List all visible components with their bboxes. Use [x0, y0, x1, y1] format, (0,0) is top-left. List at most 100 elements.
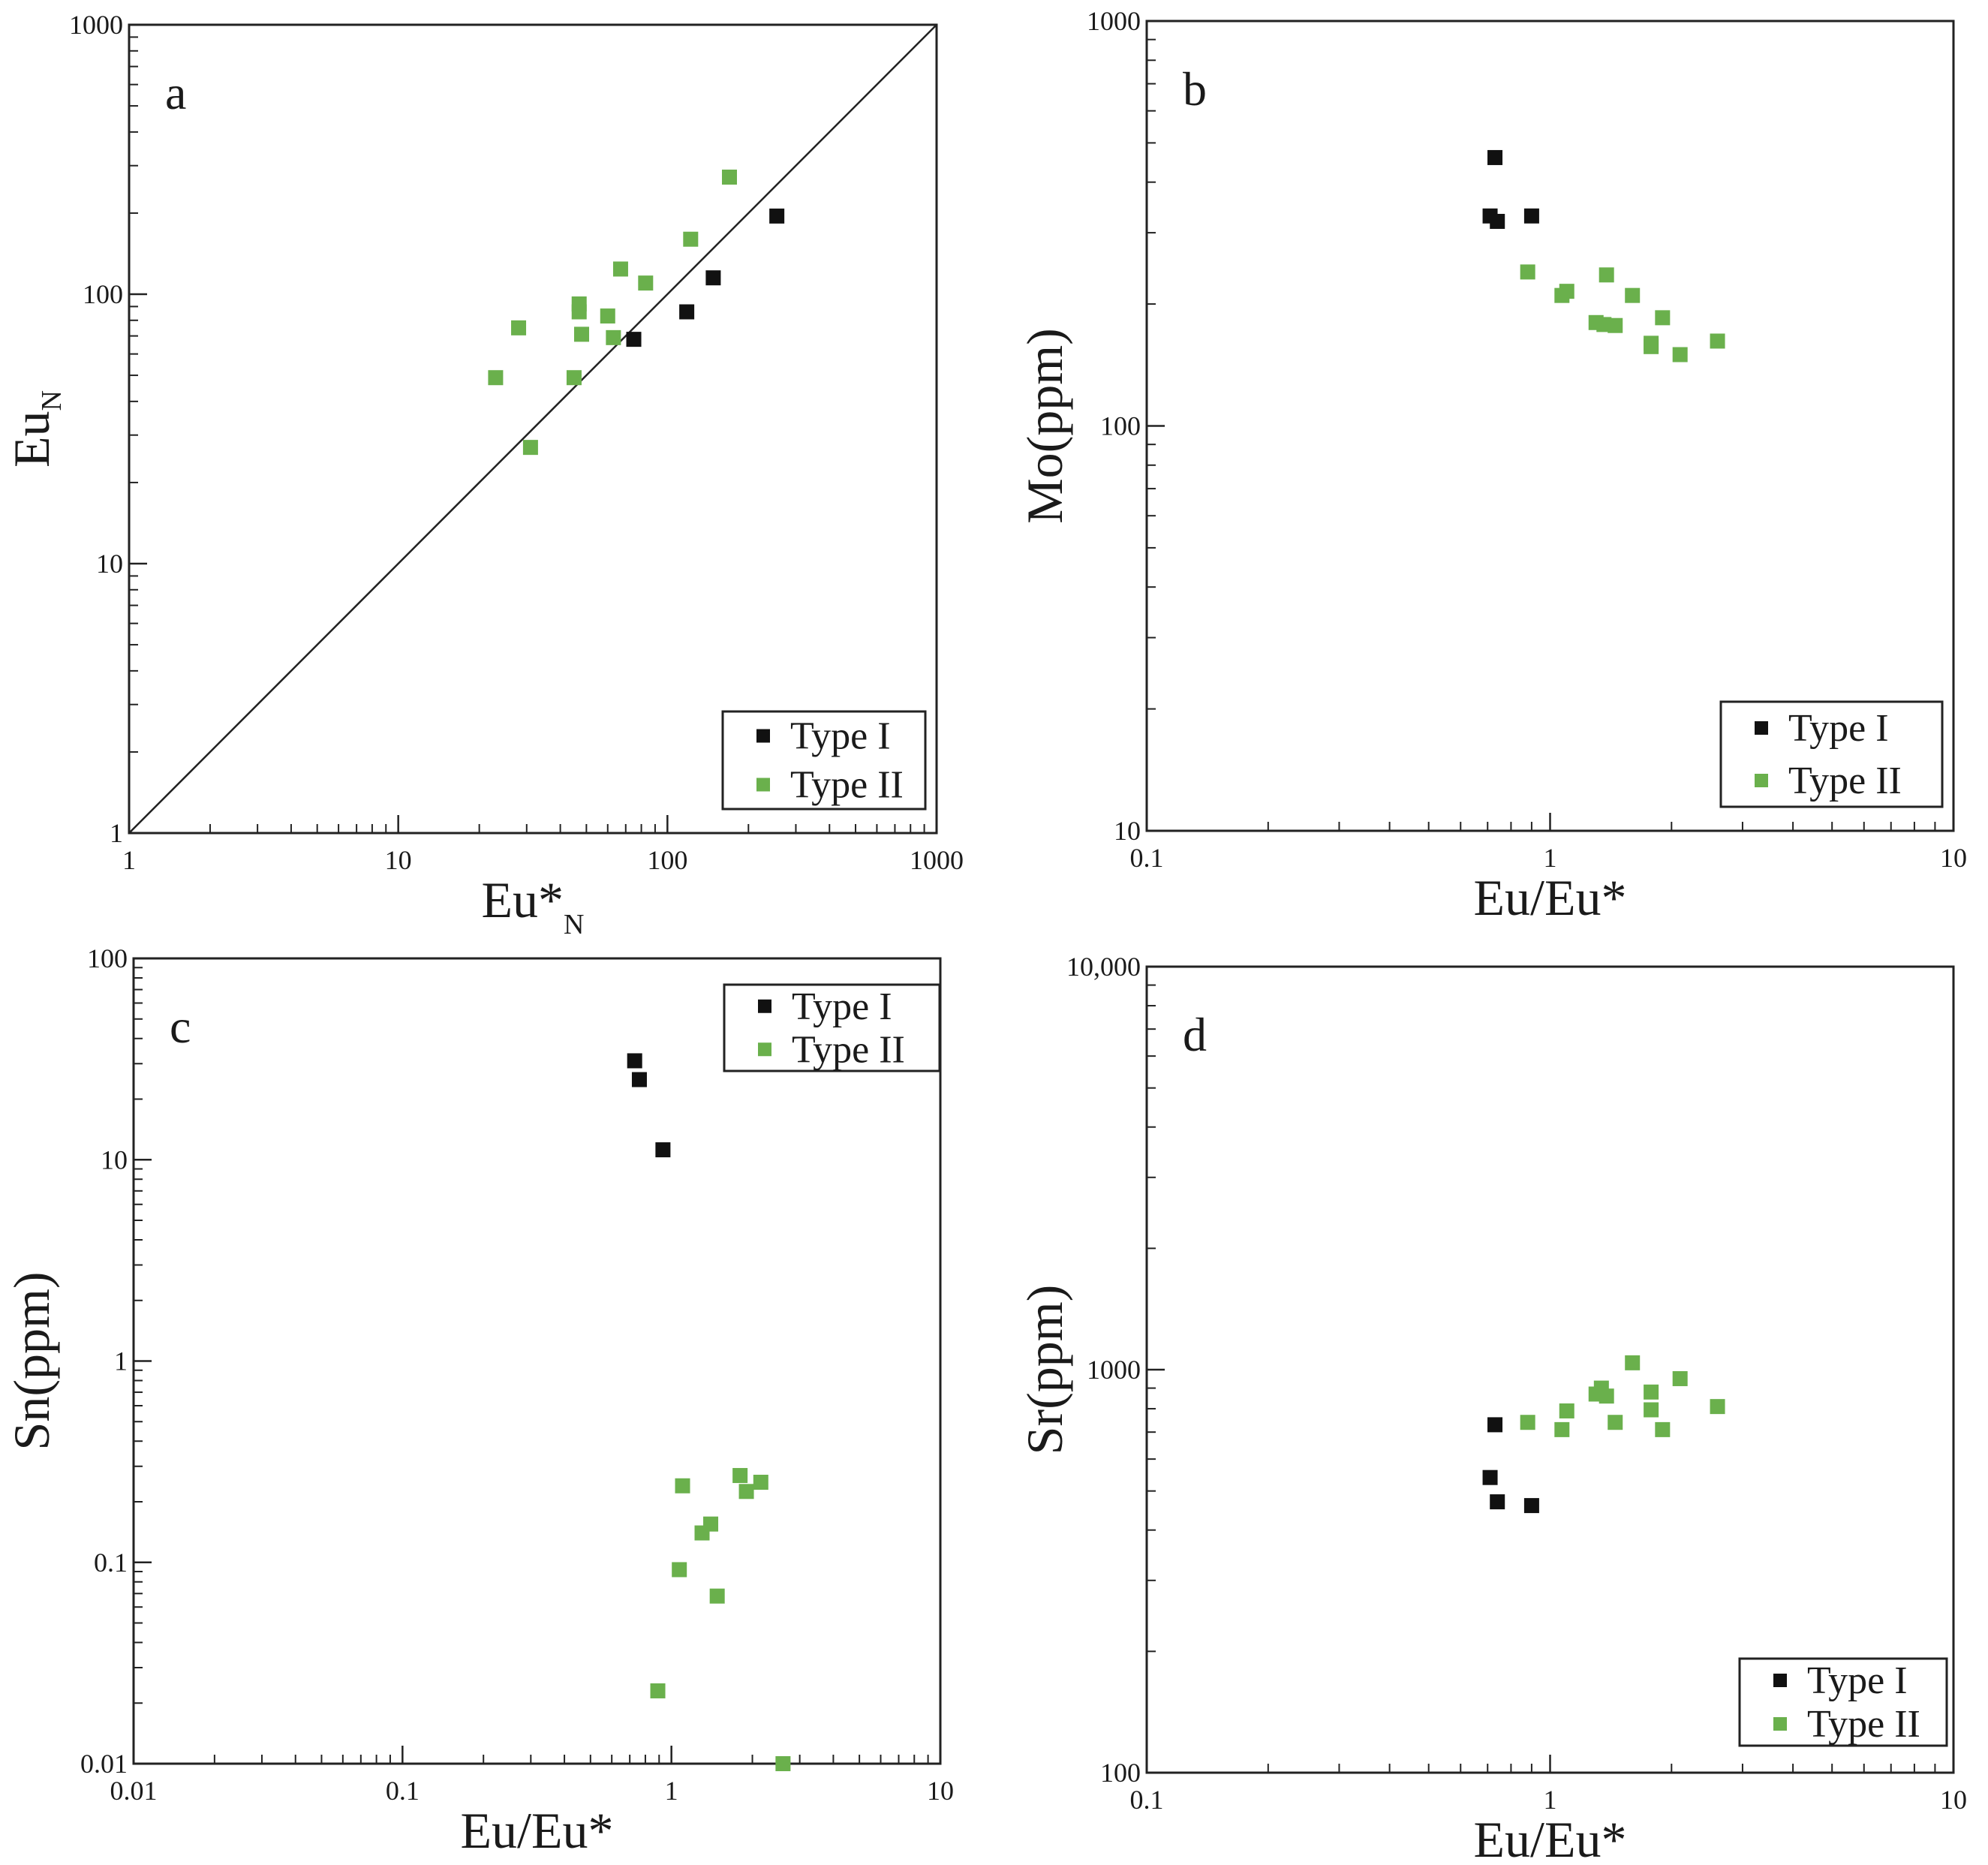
data-point-type2 [1520, 264, 1535, 280]
data-point-type2 [1710, 1399, 1725, 1415]
data-point-type2 [753, 1475, 768, 1490]
data-point-type2 [612, 261, 628, 277]
x-axis-title: Eu*N [482, 871, 585, 940]
x-tick-label: 0.1 [1130, 1785, 1164, 1815]
data-point-type2 [1672, 1370, 1688, 1386]
data-point-type2 [600, 308, 615, 324]
data-point-type2 [571, 304, 587, 320]
data-point-type2 [606, 329, 621, 345]
data-point-type2 [488, 370, 504, 386]
data-point-type2 [738, 1484, 754, 1500]
x-tick-label: 10 [385, 845, 412, 875]
y-tick-label: 0.01 [80, 1749, 128, 1779]
x-tick-label: 0.1 [1130, 843, 1164, 873]
data-point-type1 [1487, 1417, 1503, 1433]
data-point-type2 [1655, 310, 1671, 326]
x-tick-label: 1 [1544, 1785, 1557, 1815]
panel-d: 0.1 1 10 100 1000 10,000 d Eu/Eu* Sr(ppm) Type IT… [1016, 952, 1967, 1865]
x-tick-label: 0.1 [386, 1776, 420, 1806]
data-point-type2 [1625, 1355, 1641, 1370]
x-tick-label: 1 [1544, 843, 1557, 873]
data-point-type2 [703, 1516, 719, 1532]
legend-marker-type2 [1773, 1717, 1787, 1731]
data-point-type1 [626, 332, 642, 347]
data-point-type2 [709, 1588, 725, 1604]
legend: Type I Type II [721, 710, 927, 811]
x-tick-label: 1 [665, 1776, 678, 1806]
data-point-type2 [1599, 1388, 1614, 1404]
legend-marker-type1 [758, 999, 771, 1013]
y-tick-label: 10 [96, 549, 123, 579]
data-point-type1 [1523, 208, 1539, 224]
plot-frame [1145, 965, 1955, 1774]
x-tick-label: 0.01 [110, 1776, 158, 1806]
data-point-type2 [775, 1756, 791, 1771]
data-point-type1 [769, 208, 785, 224]
y-tick-label: 100 [1100, 1758, 1141, 1788]
x-axis-title: Eu/Eu* [1474, 1811, 1627, 1865]
data-point-type2 [1608, 317, 1623, 333]
data-point-type1 [1523, 1498, 1539, 1514]
x-tick-label: 10 [927, 1776, 954, 1806]
legend-label-type2: Type II [790, 764, 904, 807]
legend-marker-type2 [1755, 774, 1768, 787]
y-tick-label: 100 [87, 943, 128, 973]
y-tick-label: 10 [101, 1145, 128, 1175]
y-tick-label: 1000 [1087, 1355, 1141, 1385]
data-point-type2 [1520, 1415, 1535, 1430]
x-tick-label: 1000 [910, 845, 964, 875]
one-to-one-line [128, 24, 937, 834]
data-point-type1 [1490, 1494, 1505, 1510]
data-point-type2 [1672, 347, 1688, 362]
data-point-type1 [655, 1142, 671, 1158]
legend-marker-type1 [1755, 721, 1768, 735]
legend-marker-type1 [1773, 1674, 1787, 1687]
data-point-type2 [1559, 1403, 1574, 1418]
y-axis-title: Sr(ppm) [1016, 1285, 1073, 1455]
plot-frame [128, 23, 938, 835]
panel-label: d [1183, 1008, 1207, 1061]
legend-frame [1719, 700, 1944, 808]
panel-label: c [170, 1000, 191, 1053]
y-tick-label: 1000 [69, 10, 123, 40]
panel-c: 0.01 0.1 1 10 0.01 0.1 1 10 100 c Eu/Eu* Sn(ppm) Typ… [3, 943, 954, 1859]
data-point-type2 [1655, 1421, 1671, 1437]
legend-frame [723, 983, 941, 1072]
data-point-type2 [732, 1468, 748, 1484]
legend-marker-type2 [756, 778, 770, 792]
data-point-type2 [1554, 1421, 1570, 1437]
data-point-type1 [705, 270, 721, 286]
x-tick-label: 100 [647, 845, 687, 875]
data-point-type2 [721, 169, 737, 185]
data-point-type1 [1487, 149, 1503, 165]
y-axis-title: Mo(ppm) [1016, 328, 1073, 524]
x-axis-title: Eu/Eu* [461, 1802, 614, 1859]
data-point-type2 [1644, 1402, 1659, 1418]
legend-frame [721, 710, 927, 811]
data-point-type2 [1559, 284, 1574, 299]
data-point-type2 [1608, 1415, 1623, 1430]
y-tick-label: 10 [1114, 816, 1141, 846]
x-tick-label: 10 [1940, 1785, 1967, 1815]
x-tick-label: 10 [1940, 843, 1967, 873]
legend-marker-type1 [756, 729, 770, 743]
data-point-type2 [1644, 1384, 1659, 1400]
data-point-type2 [1599, 267, 1614, 283]
y-tick-label: 1 [114, 1346, 128, 1376]
x-tick-label: 1 [122, 845, 136, 875]
y-tick-label: 1000 [1087, 6, 1141, 36]
legend-marker-type2 [758, 1042, 771, 1057]
data-point-type2 [511, 320, 527, 335]
data-point-type2 [638, 275, 654, 291]
data-point-type2 [574, 326, 590, 342]
x-axis-title: Eu/Eu* [1474, 869, 1627, 926]
legend-label-type1: Type I [790, 715, 891, 758]
data-point-type2 [522, 440, 538, 456]
data-point-type2 [1710, 333, 1725, 349]
data-point-type1 [679, 304, 695, 320]
